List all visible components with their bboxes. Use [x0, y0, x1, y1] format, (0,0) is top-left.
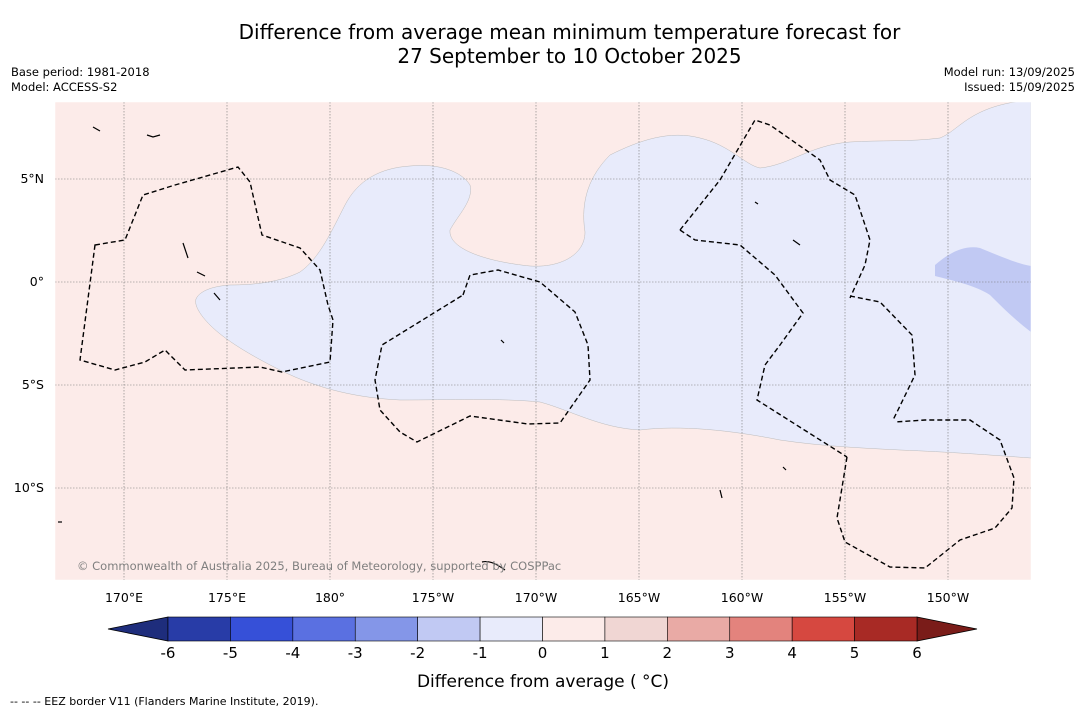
- island: [754, 201, 759, 205]
- colorbar-tick-label: 5: [850, 644, 860, 662]
- model-run: Model run: 13/09/2025: [943, 65, 1075, 79]
- colorbar-segment: [167, 616, 231, 642]
- island: [792, 239, 801, 246]
- island: [213, 292, 221, 301]
- colorbar-segment: [479, 616, 543, 642]
- colorbar-segment: [854, 616, 918, 642]
- eez-borders: [79, 119, 1015, 569]
- colorbar-segment: [791, 616, 855, 642]
- island: [782, 466, 787, 471]
- colorbar-tick-label: 4: [787, 644, 797, 662]
- eez-french-polynesia: [836, 419, 1015, 569]
- map-frame: [54, 101, 1032, 581]
- lon-label-160w: 160°W: [721, 590, 763, 605]
- island: [92, 126, 101, 132]
- colorbar-segment: [729, 616, 793, 642]
- lon-label-175w: 175°W: [412, 590, 454, 605]
- colorbar-segment: [417, 616, 481, 642]
- copyright-note: © Commonwealth of Australia 2025, Bureau…: [77, 559, 561, 573]
- cool-region: [935, 247, 1031, 332]
- island: [719, 489, 723, 499]
- slightly-cool-region: [195, 102, 1031, 459]
- colorbar-tick-label: -4: [285, 644, 300, 662]
- title-line-2: 27 September to 10 October 2025: [397, 44, 742, 68]
- lon-label-170w: 170°W: [515, 590, 557, 605]
- colorbar-tick-label: -1: [473, 644, 488, 662]
- colorbar-segment: [230, 616, 294, 642]
- eez-kiribati-line-2: [679, 229, 848, 458]
- colorbar-tick-label: -6: [161, 644, 176, 662]
- lon-label-175e: 175°E: [208, 590, 246, 605]
- eez-penrhyn: [849, 295, 916, 421]
- eez-kiribati-gilbert: [79, 166, 334, 373]
- title-line-1: Difference from average mean minimum tem…: [238, 20, 901, 44]
- colorbar-tick-label: 0: [538, 644, 548, 662]
- lon-label-180: 180°: [315, 590, 345, 605]
- lon-label-165w: 165°W: [618, 590, 660, 605]
- colorbar-segment: [354, 616, 418, 642]
- island: [182, 242, 189, 259]
- eez-tokelau: [374, 269, 591, 443]
- colorbar-segment: [604, 616, 668, 642]
- chart-title: Difference from average mean minimum tem…: [0, 20, 1085, 68]
- colorbar-tick-label: 1: [600, 644, 610, 662]
- lat-label-10s: 10°S: [14, 480, 44, 495]
- lon-label-170e: 170°E: [105, 590, 143, 605]
- colorbar-segment: [667, 616, 731, 642]
- lon-label-150w: 150°W: [927, 590, 969, 605]
- island: [146, 134, 161, 138]
- colorbar-tick-label: 3: [725, 644, 735, 662]
- lat-label-5s: 5°S: [22, 377, 44, 392]
- model-name: Model: ACCESS-S2: [11, 80, 118, 94]
- lon-label-155w: 155°W: [824, 590, 866, 605]
- colorbar-segment: [292, 616, 356, 642]
- colorbar-over-arrow: [916, 616, 978, 642]
- island: [196, 271, 206, 277]
- lat-label-0: 0°: [30, 274, 44, 289]
- colorbar-under-arrow: [107, 616, 169, 642]
- map-gridlines: [55, 102, 1031, 580]
- island: [481, 560, 506, 571]
- colorbar-tick-label: -2: [410, 644, 425, 662]
- meta-left: Base period: 1981-2018 Model: ACCESS-S2: [11, 65, 150, 95]
- island: [500, 339, 505, 344]
- base-period: Base period: 1981-2018: [11, 65, 150, 79]
- eez-kiribati-line: [679, 119, 871, 299]
- colorbar-segment: [542, 616, 606, 642]
- eez-legend-note: -- -- -- EEZ border V11 (Flanders Marine…: [10, 695, 319, 708]
- meta-right: Model run: 13/09/2025 Issued: 15/09/2025: [944, 65, 1075, 95]
- colorbar-label: Difference from average ( °C): [417, 672, 669, 692]
- issued-date: Issued: 15/09/2025: [964, 80, 1075, 94]
- colorbar: -6 -5 -4 -3 -2 -1 0 1 2 3 4 5 6 Difference from aver…: [107, 616, 978, 692]
- colorbar-tick-label: 6: [912, 644, 922, 662]
- colorbar-tick-label: -3: [348, 644, 363, 662]
- colorbar-tick-label: -5: [223, 644, 238, 662]
- colorbar-tick-label: 2: [663, 644, 673, 662]
- lat-label-5n: 5°N: [20, 171, 44, 186]
- islands: [58, 126, 801, 571]
